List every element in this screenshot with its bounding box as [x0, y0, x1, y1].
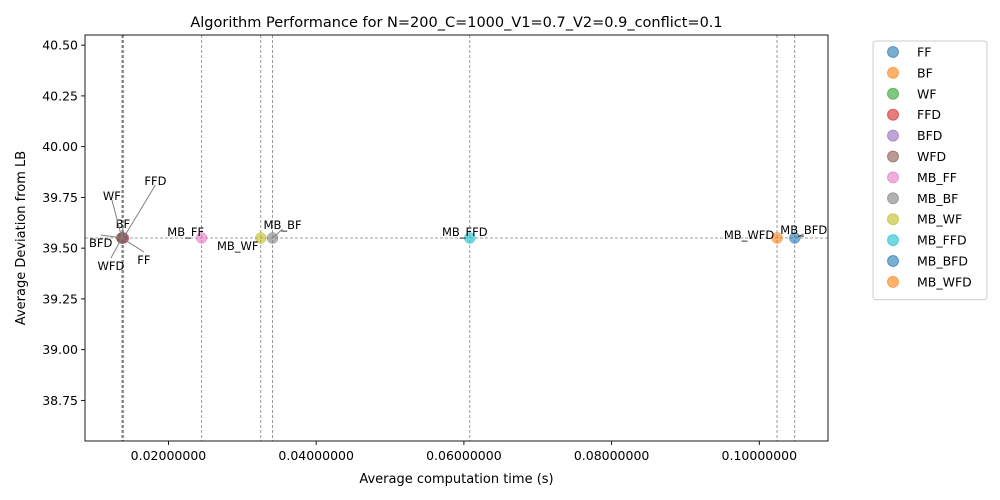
annotation-arrow [111, 199, 123, 239]
legend-label: MB_FFD [917, 233, 967, 248]
x-axis-label: Average computation time (s) [359, 472, 553, 487]
legend-marker [887, 192, 899, 205]
annotation-label: WFD [98, 259, 125, 273]
y-tick-label: 39.00 [42, 342, 78, 357]
annotation-label: MB_FF [167, 225, 204, 239]
point-mb-ff [195, 232, 208, 244]
annotation-label: BFD [89, 236, 113, 250]
legend: FF BF WF FFD BFD WFD MB_FF MB_BF MB_WF MB_FFD MB_B… [872, 40, 988, 301]
annotation-arrow [122, 184, 156, 239]
point-mb-ffd [464, 232, 476, 244]
x-tick-label: 0.04000000 [278, 448, 354, 463]
annotation-label: MB_WFD [724, 228, 775, 242]
legend-marker [887, 87, 899, 100]
point-mb-wf [255, 232, 267, 244]
annotation-arrow [121, 227, 124, 239]
annotation-label: MB_WF [217, 239, 259, 253]
annotation-arrow [121, 237, 145, 253]
x-tick-label: 0.08000000 [574, 448, 650, 463]
legend-marker [887, 171, 899, 184]
legend-label: FFD [917, 107, 941, 122]
annotation-arrow [794, 233, 804, 239]
legend-label: BF [917, 65, 933, 80]
annotation-label: MB_BF [264, 218, 302, 232]
annotation-arrow [110, 237, 123, 259]
legend-label: MB_BF [917, 191, 958, 206]
annotation-arrow [272, 228, 283, 239]
legend-label: BFD [917, 128, 942, 143]
y-tick-label: 40.50 [42, 38, 78, 53]
y-tick-label: 38.75 [42, 393, 78, 408]
y-axis-label: Average Deviation from LB [14, 151, 29, 325]
legend-marker [887, 275, 899, 288]
y-tick-label: 40.25 [42, 88, 78, 103]
point-mb-wfd [771, 232, 783, 244]
legend-label: MB_WFD [917, 274, 972, 289]
y-tick-label: 40.00 [42, 139, 78, 154]
plot-frame [84, 34, 829, 442]
legend-marker [887, 46, 899, 58]
legend-frame [872, 40, 988, 301]
annotation-label: FFD [144, 174, 166, 188]
y-axis: 38.75 39.00 39.25 39.50 39.75 40.00 40.25 40.50 [42, 38, 85, 408]
x-tick-label: 0.06000000 [426, 448, 502, 463]
legend-marker [887, 234, 899, 247]
y-tick-label: 39.50 [42, 241, 78, 256]
annotation-label: MB_FFD [442, 225, 488, 239]
legend-marker [887, 66, 899, 79]
x-tick-label: 0.02000000 [131, 448, 207, 463]
legend-marker [887, 255, 899, 267]
legend-marker [887, 108, 899, 121]
x-axis: 0.02000000 0.04000000 0.06000000 0.08000000… [131, 441, 797, 463]
annotation-label: MB_BFD [780, 223, 827, 237]
legend-label: MB_FF [917, 170, 957, 185]
legend-label: MB_WF [917, 212, 962, 227]
annotation-arrow [100, 234, 123, 239]
legend-marker [887, 129, 899, 142]
legend-label: FF [917, 45, 931, 60]
y-tick-label: 39.25 [42, 291, 78, 306]
legend-label: MB_BFD [917, 254, 968, 269]
legend-marker [887, 213, 899, 226]
legend-label: WFD [917, 149, 946, 164]
legend-marker [887, 150, 899, 163]
legend-label: WF [917, 86, 937, 101]
annotation-label: WF [103, 189, 121, 203]
y-tick-label: 39.75 [42, 190, 78, 205]
x-tick-label: 0.10000000 [722, 448, 798, 463]
annotation-label: FF [137, 253, 150, 267]
chart-title: Algorithm Performance for N=200_C=1000_V… [190, 15, 722, 31]
